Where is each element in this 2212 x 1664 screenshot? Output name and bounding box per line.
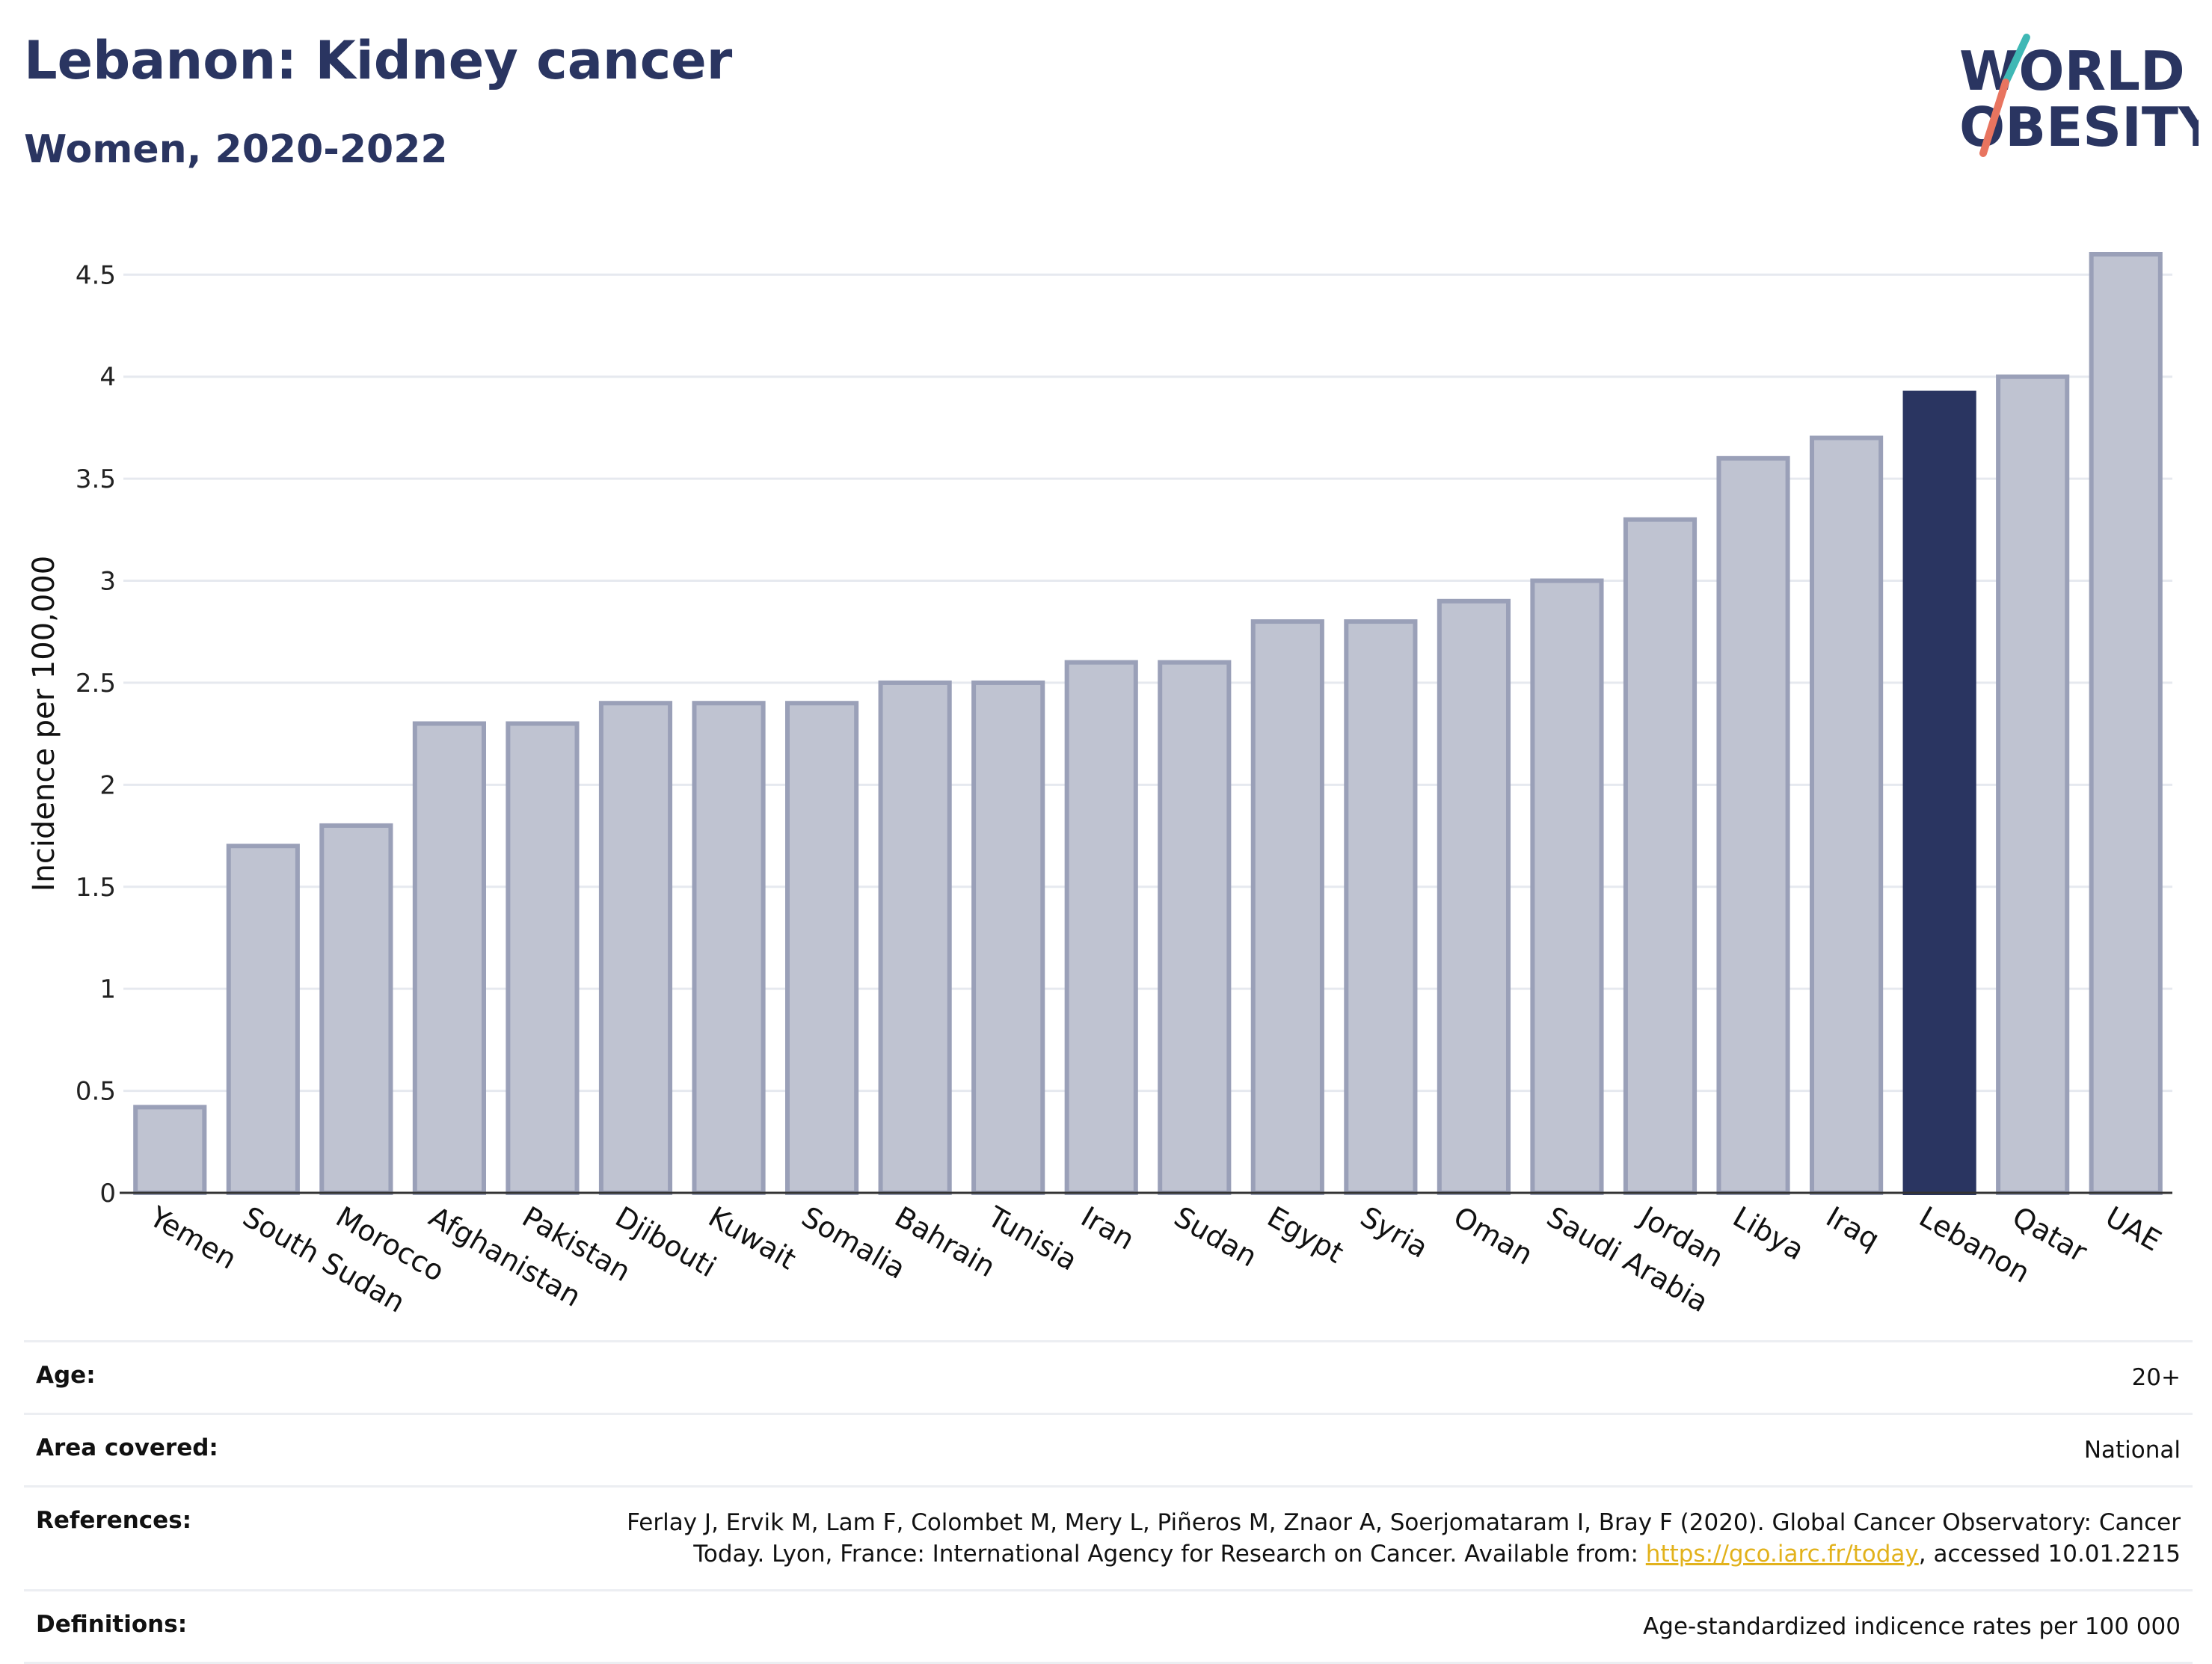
x-tick-label: Iraq xyxy=(1821,1200,1885,1256)
x-tick-label: Egypt xyxy=(1262,1200,1349,1270)
bar-libya xyxy=(1716,455,1790,1195)
bar-uae xyxy=(2089,252,2163,1195)
references-text-line3: , accessed 10.01.2215 xyxy=(1918,1541,2181,1568)
x-tick-label: Bahrain xyxy=(889,1200,1001,1284)
bar-yemen xyxy=(133,1105,207,1196)
bar-oman xyxy=(1437,598,1511,1196)
meta-row-area: Area covered: National xyxy=(24,1413,2193,1485)
bar-kuwait xyxy=(692,701,766,1195)
y-axis-title: Incidence per 100,000 xyxy=(27,556,61,892)
y-tick-label: 1.5 xyxy=(76,873,116,903)
logo-line1: WORLD xyxy=(1959,40,2185,102)
x-tick-label: Oman xyxy=(1448,1200,1538,1271)
bar-pakistan xyxy=(506,721,580,1195)
y-tick-label: 4.5 xyxy=(76,260,116,290)
bar-bahrain xyxy=(878,680,952,1195)
y-tick-label: 1 xyxy=(99,974,116,1004)
bar-somalia xyxy=(785,701,859,1195)
bar-morocco xyxy=(319,823,393,1195)
x-tick-label: Yemen xyxy=(144,1200,242,1276)
bar-afghanistan xyxy=(412,721,486,1195)
meta-area-label: Area covered: xyxy=(36,1434,218,1461)
page-subtitle: Women, 2020-2022 xyxy=(24,127,448,172)
y-tick-label: 0.5 xyxy=(76,1077,116,1107)
logo-slash-coral xyxy=(1979,79,2009,157)
meta-age-label: Age: xyxy=(36,1362,96,1389)
meta-area-value: National xyxy=(2083,1437,2181,1464)
x-tick-label: Kuwait xyxy=(703,1200,802,1277)
y-tick-label: 2.5 xyxy=(76,669,116,699)
bars xyxy=(133,252,2163,1196)
bar-qatar xyxy=(1996,374,2070,1195)
bar-egypt xyxy=(1250,619,1324,1195)
meta-definitions-value: Age-standardized indicence rates per 100… xyxy=(1643,1613,2181,1640)
y-tick-label: 0 xyxy=(99,1179,116,1209)
bar-tunisia xyxy=(971,680,1045,1195)
y-tick-label: 4 xyxy=(99,363,116,393)
meta-row-definitions: Definitions: Age-standardized indicence … xyxy=(24,1589,2193,1664)
bar-djibouti xyxy=(598,701,673,1195)
bar-saudi-arabia xyxy=(1530,578,1604,1195)
meta-row-references: References: Ferlay J, Ervik M, Lam F, Co… xyxy=(24,1485,2193,1589)
meta-definitions-label: Definitions: xyxy=(36,1611,188,1638)
meta-age-value: 20+ xyxy=(2131,1364,2181,1391)
y-tick-label: 3 xyxy=(99,567,116,597)
x-tick-label: Syria xyxy=(1355,1200,1434,1265)
meta-references-value: Ferlay J, Ervik M, Lam F, Colombet M, Me… xyxy=(627,1507,2181,1570)
y-axis-ticks: 0 0.5 1 1.5 2 2.5 3 3.5 4 4.5 xyxy=(76,260,116,1209)
metadata-table: Age: 20+ Area covered: National Referenc… xyxy=(24,1340,2193,1664)
bar-sudan xyxy=(1158,660,1232,1195)
bar-iraq xyxy=(1810,435,1884,1196)
logo-slash-teal xyxy=(2002,34,2030,86)
bar-jordan xyxy=(1623,517,1698,1196)
x-tick-label: Libya xyxy=(1727,1200,1810,1267)
x-tick-label: Tunisia xyxy=(982,1200,1083,1277)
page-title: Lebanon: Kidney cancer xyxy=(24,30,733,91)
world-obesity-logo: WORLD OBESITY xyxy=(1959,34,2199,159)
meta-references-label: References: xyxy=(36,1507,192,1534)
y-tick-label: 3.5 xyxy=(76,464,116,494)
bar-syria xyxy=(1344,619,1418,1195)
y-tick-label: 2 xyxy=(99,770,116,800)
x-tick-label: Somalia xyxy=(796,1200,912,1286)
bar-south-sudan xyxy=(226,844,300,1196)
x-tick-label: Sudan xyxy=(1169,1200,1263,1274)
references-link[interactable]: https://gco.iarc.fr/today xyxy=(1645,1541,1919,1568)
references-text-line2: Today. Lyon, France: International Agenc… xyxy=(693,1541,1646,1568)
references-text-line1: Ferlay J, Ervik M, Lam F, Colombet M, Me… xyxy=(627,1509,2181,1536)
bar-lebanon xyxy=(1902,390,1976,1196)
x-tick-label: Iran xyxy=(1075,1200,1140,1256)
bar-iran xyxy=(1064,660,1138,1195)
meta-row-age: Age: 20+ xyxy=(24,1340,2193,1413)
x-tick-label: UAE xyxy=(2100,1200,2166,1258)
